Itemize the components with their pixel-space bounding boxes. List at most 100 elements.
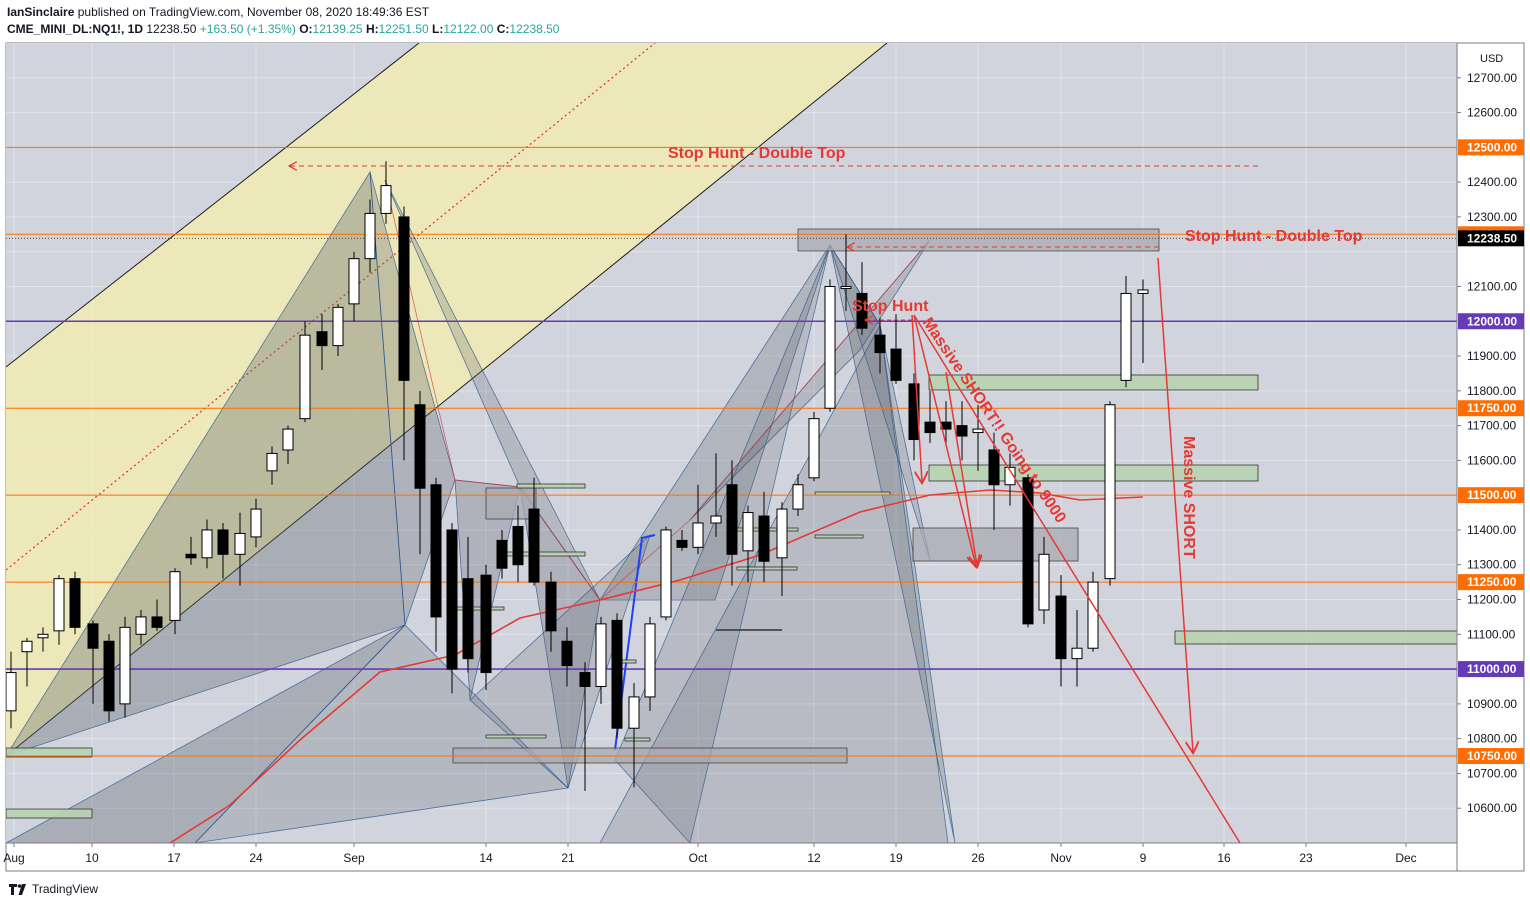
price-tick-label: 11700.00 [1467,419,1516,433]
candle-body [1071,647,1083,660]
short-arrow [913,314,976,566]
candle-body [496,539,508,569]
green-zone [928,374,1259,391]
candle-body [234,532,246,555]
time-tick-label: 12 [807,851,821,865]
time-tick-label: Aug [3,851,24,865]
time-tick-label: 26 [971,851,985,865]
candle-body [462,578,474,660]
green-zone [516,483,586,489]
footer-brand[interactable]: TradingView [32,882,99,896]
candle-body [545,581,557,632]
open-label: O: [299,22,313,36]
price-label-box [1458,400,1524,417]
candle-body [595,623,607,687]
candle-body [151,616,163,628]
candle-body [37,633,49,639]
currency-label: USD [1480,53,1503,65]
price-tick-label: 11200.00 [1467,593,1516,607]
candle-body [660,529,672,618]
annotation-double-top-1: Stop Hunt - Double Top [668,145,846,162]
candle-body [398,216,410,381]
price-tick-label: 12700.00 [1467,71,1517,85]
candle-body [758,515,770,562]
candle-body [6,672,17,712]
candle-body [988,449,1000,486]
green-zone [736,566,798,571]
candle-body [644,623,656,698]
price-tick-label: 11900.00 [1467,349,1516,363]
candle-body [201,529,213,559]
blue-leg [614,534,656,751]
green-zone [485,734,547,739]
low-value: 12122.00 [443,22,494,36]
price-tick-label: 10800.00 [1467,732,1517,746]
price-label-11500.00: 11500.00 [1467,488,1517,502]
candle-body [924,421,936,434]
close-label: C: [496,22,510,36]
candle-body [561,640,573,667]
price-label-box [1458,313,1524,330]
candle-body [579,672,591,687]
short-arrow [1157,257,1193,752]
close-value: 12238.50 [509,22,560,36]
green-zone [453,606,505,611]
candle-body [103,640,115,712]
price-label-12238.50: 12238.50 [1467,231,1517,245]
candle-body [1038,553,1050,611]
candle-body [21,640,33,653]
green-zone [624,737,651,742]
candle-body [316,331,328,347]
time-tick-label: Nov [1050,851,1071,865]
plot-layer [6,43,1457,843]
green-zone [814,534,864,539]
price-tick-label: 10600.00 [1467,801,1517,815]
candle-body [1104,404,1116,580]
candle-body [1004,466,1016,486]
channel-upper-line [6,43,420,368]
short-trend-line [913,314,1241,843]
candle-body [856,292,868,329]
footer: TradingView [8,882,98,896]
price-label-box [1458,230,1524,247]
price-tick-label: 11800.00 [1467,384,1516,398]
candle-body [53,578,65,632]
grey-zone [452,747,848,764]
candle-body [808,418,820,479]
time-tick-label: 16 [1217,851,1231,865]
candle-body [890,348,902,381]
candle-body [1120,292,1132,381]
candle-body [692,522,704,548]
candle-body [217,529,229,555]
price-tick-label: 12400.00 [1467,175,1517,189]
candle-body [908,383,920,441]
price-label-11750.00: 11750.00 [1467,401,1517,415]
time-tick-label: 23 [1299,851,1313,865]
short-arrow [911,314,922,482]
candle-body [676,539,688,548]
grey-zone [485,487,537,520]
open-value: 12139.25 [312,22,363,36]
time-tick-label: Dec [1395,851,1416,865]
price-tick-label: 11100.00 [1467,627,1516,641]
candle-body [1087,581,1099,649]
tradingview-logo-icon [9,884,26,895]
price-tick-label: 10900.00 [1467,697,1517,711]
price-tick-label: 11600.00 [1467,453,1516,467]
green-zone [6,747,93,758]
candle-body [710,515,722,524]
time-tick-label: 17 [167,851,181,865]
candle-body [364,212,376,260]
price-label-10750.00: 10750.00 [1467,749,1517,763]
candle-body [528,508,540,583]
candle-body [332,306,344,347]
high-label: H: [365,22,379,36]
author-name[interactable]: IanSinclaire [7,5,75,19]
price-change: +163.50 (+1.35%) [199,22,296,36]
time-tick-label: Sep [343,851,365,865]
candle-body [250,508,262,538]
candle-body [380,185,392,214]
candle-body [611,619,623,729]
candle-body [840,285,852,289]
